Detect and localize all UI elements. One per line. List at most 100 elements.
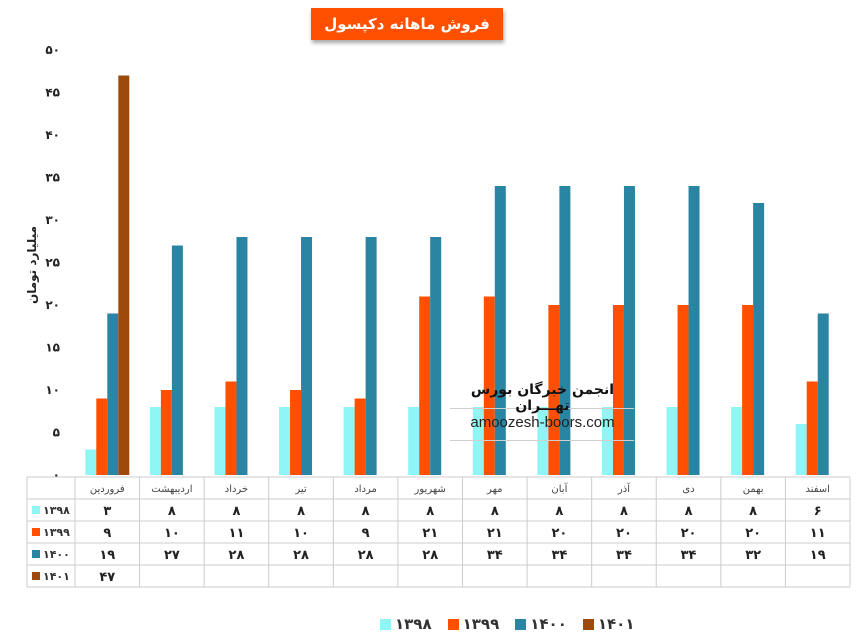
bar (731, 407, 743, 475)
data-label: ۱۰ (164, 526, 180, 541)
bar (677, 305, 689, 475)
data-label: ۱۱ (810, 526, 826, 541)
data-label: ۲۸ (229, 548, 245, 563)
bar (742, 305, 754, 475)
bar (160, 390, 172, 475)
data-label: ۲۰ (551, 526, 567, 541)
bar (623, 186, 635, 475)
y-tick-label: ۱۵ (45, 341, 60, 355)
y-tick-label: ۲۵ (45, 256, 60, 270)
legend-item: ۱۴۰۰ (515, 615, 567, 633)
watermark-title: انجمن خبرگان بورس تهـــران (470, 382, 615, 414)
bar (494, 186, 506, 475)
data-label: ۳۴ (487, 548, 503, 563)
x-tick-label: بهمن (743, 484, 764, 495)
bar (483, 296, 495, 475)
x-tick-label: شهریور (414, 484, 446, 495)
data-label: ۲۷ (164, 548, 180, 563)
data-label: ۲۱ (422, 526, 438, 541)
data-label: ۸ (232, 504, 240, 519)
legend-label: ۱۳۹۸ (395, 615, 432, 633)
bar (817, 313, 829, 475)
data-label: ۲۰ (745, 526, 761, 541)
y-tick-label: ۵ (53, 426, 60, 440)
x-tick-label: آبان (551, 482, 568, 495)
y-tick-label: ۴۰ (45, 128, 60, 142)
legend-label: ۱۴۰۰ (530, 615, 567, 633)
bar (472, 407, 484, 475)
data-label: ۶ (814, 504, 822, 519)
data-label: ۸ (620, 504, 628, 519)
data-label: ۳۴ (616, 548, 632, 563)
table-series-name: ۱۴۰۱ (43, 570, 70, 583)
legend-swatch (447, 618, 459, 630)
data-label: ۸ (749, 504, 757, 519)
bar (149, 407, 161, 475)
data-label: ۹ (362, 526, 370, 541)
data-label: ۸ (362, 504, 370, 519)
data-label: ۱۹ (99, 548, 115, 563)
data-label: ۲۰ (681, 526, 697, 541)
x-tick-label: فروردین (90, 484, 125, 495)
bar (753, 203, 765, 475)
legend-item: ۱۳۹۸ (380, 615, 432, 633)
chart-legend: ۱۳۹۸ ۱۳۹۹ ۱۴۰۰ ۱۴۰۱ (380, 613, 680, 635)
legend-label: ۱۳۹۹ (462, 615, 500, 633)
y-tick-label: ۳۵ (45, 171, 60, 185)
x-tick-label: مهر (486, 484, 502, 495)
table-legend-swatch (32, 572, 40, 580)
x-tick-label: خرداد (225, 484, 248, 495)
bar (548, 305, 560, 475)
bar (806, 381, 818, 475)
bar (343, 407, 355, 475)
bar (559, 186, 571, 475)
watermark-url: amoozesh-boors.com (470, 414, 615, 431)
bar (107, 313, 119, 475)
y-tick-label: ۳۰ (45, 213, 60, 227)
bar (365, 237, 377, 475)
bar (666, 407, 678, 475)
x-tick-label: تیر (294, 484, 307, 495)
data-label: ۸ (426, 504, 434, 519)
chart-title: فروش ماهانه دکپسول (311, 8, 503, 40)
bar (612, 305, 624, 475)
data-label: ۳۴ (681, 548, 697, 563)
y-tick-label: ۱۰ (45, 383, 60, 397)
data-label: ۳۲ (745, 548, 761, 563)
legend-label: ۱۴۰۱ (597, 615, 635, 633)
data-label: ۳۴ (551, 548, 567, 563)
bar (537, 407, 549, 475)
bar (430, 237, 442, 475)
bar (214, 407, 226, 475)
watermark-divider-top (450, 408, 634, 409)
data-label: ۲۱ (487, 526, 503, 541)
data-label: ۱۰ (293, 526, 309, 541)
bar (290, 390, 302, 475)
y-tick-label: ۲۰ (45, 298, 60, 312)
bar (236, 237, 248, 475)
x-tick-label: اسفند (805, 484, 829, 495)
table-legend-swatch (32, 528, 40, 536)
data-label: ۸ (168, 504, 176, 519)
data-label: ۲۸ (422, 548, 438, 563)
legend-item: ۱۴۰۱ (582, 615, 635, 633)
bar (795, 424, 807, 475)
bar (354, 398, 366, 475)
y-tick-label: ۰ (53, 468, 60, 482)
x-tick-label: مرداد (354, 484, 377, 495)
bar (408, 407, 420, 475)
bar (301, 237, 313, 475)
bar (118, 75, 130, 475)
bar (688, 186, 700, 475)
x-tick-label: دی (682, 484, 694, 495)
data-label: ۸ (685, 504, 693, 519)
data-label: ۱۱ (229, 526, 245, 541)
bar (419, 296, 431, 475)
table-legend-swatch (32, 506, 40, 514)
bar (96, 398, 108, 475)
bar (85, 449, 97, 475)
bar (279, 407, 291, 475)
bar (225, 381, 237, 475)
data-label: ۸ (555, 504, 563, 519)
